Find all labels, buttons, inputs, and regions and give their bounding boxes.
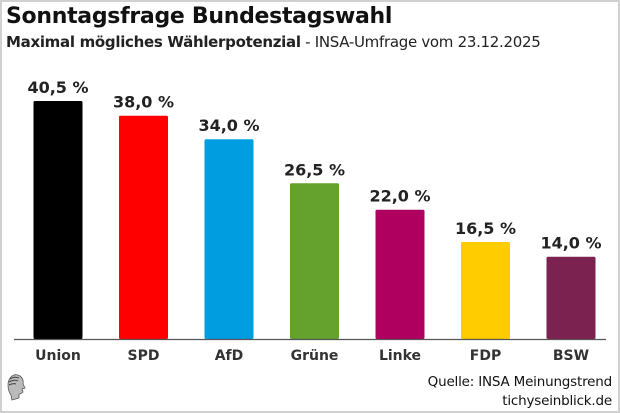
subtitle-bold: Maximal mögliches Wählerpotenzial (6, 33, 301, 51)
value-label-afd: 34,0 % (198, 116, 259, 135)
site-link[interactable]: tichyseinblick.de (502, 393, 612, 409)
bar-fdp (461, 242, 510, 339)
category-label-afd: AfD (215, 348, 244, 364)
value-label-bsw: 14,0 % (540, 234, 601, 253)
chart-title: Sonntagsfrage Bundestagswahl (6, 4, 393, 29)
category-label-union: Union (35, 348, 81, 364)
source-note: Quelle: INSA Meinungstrend tichyseinblic… (427, 373, 613, 411)
chart-subtitle: Maximal mögliches Wählerpotenzial - INSA… (6, 33, 541, 51)
bar-grüne (290, 183, 339, 339)
value-label-spd: 38,0 % (113, 93, 174, 112)
value-label-fdp: 16,5 % (455, 219, 516, 238)
bars-group (33, 101, 596, 339)
value-label-linke: 22,0 % (369, 187, 430, 206)
subtitle-rest: - INSA-Umfrage vom 23.12.2025 (300, 33, 541, 51)
value-label-grüne: 26,5 % (284, 160, 345, 179)
category-label-grüne: Grüne (291, 348, 339, 364)
category-label-spd: SPD (128, 348, 160, 364)
category-label-linke: Linke (379, 348, 421, 364)
value-label-union: 40,5 % (27, 78, 88, 97)
source-line: Quelle: INSA Meinungstrend (427, 374, 613, 390)
bar-linke (375, 209, 425, 339)
bar-afd (204, 139, 254, 339)
greek-head-icon (7, 374, 26, 401)
category-label-fdp: FDP (470, 348, 501, 364)
bar-spd (119, 115, 168, 339)
bar-bsw (546, 256, 596, 339)
category-label-bsw: BSW (553, 348, 589, 364)
bar-union (33, 101, 83, 339)
labels-group: 40,5 % Union 38,0 % SPD 34,0 % AfD 26,5 % Grüne… (27, 78, 601, 364)
